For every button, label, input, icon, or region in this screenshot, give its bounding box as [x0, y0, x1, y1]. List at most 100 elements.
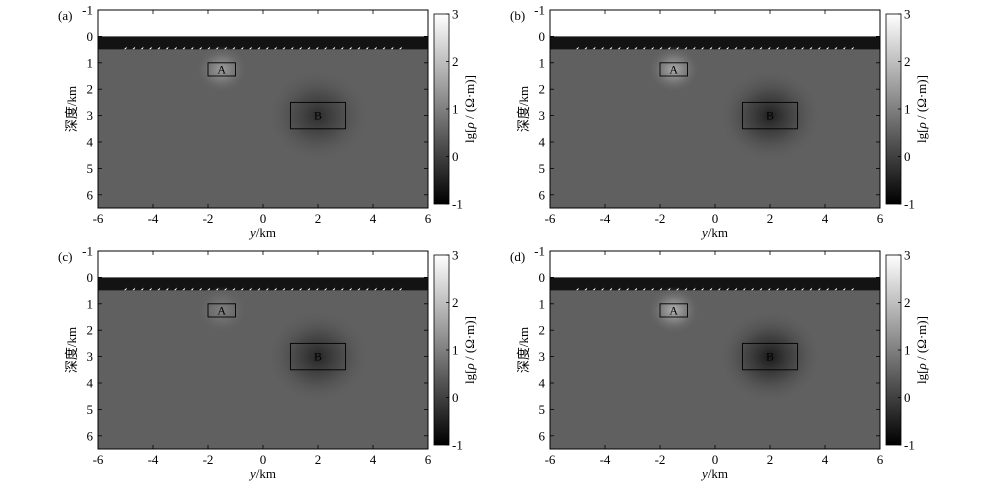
anomaly-A-box — [207, 303, 236, 318]
station-marker — [399, 46, 402, 50]
x-tick-label: 4 — [822, 452, 829, 467]
x-tick-label: 6 — [877, 452, 884, 467]
anomaly-B-box — [290, 342, 346, 371]
y-tick-label: 5 — [87, 161, 94, 176]
anomaly-B-response — [265, 68, 371, 164]
y-tick-label: 3 — [87, 349, 94, 364]
station-marker — [315, 287, 319, 291]
station-marker — [232, 46, 236, 50]
anomaly-A-label: A — [669, 303, 678, 317]
y-tick-label: 6 — [87, 187, 94, 202]
anomaly-A-response — [195, 286, 248, 335]
station-marker — [349, 287, 352, 291]
station-marker — [667, 46, 671, 50]
station-marker — [609, 46, 613, 50]
colorbar-tick-label: 2 — [904, 295, 911, 310]
station-marker — [215, 46, 219, 50]
anomaly-B-response — [717, 68, 823, 164]
x-tick-label: -2 — [203, 452, 214, 467]
y-axis-label: 深度/km — [516, 86, 531, 132]
y-tick-label: 3 — [87, 108, 94, 123]
y-tick-label: 2 — [87, 82, 94, 97]
x-tick-label: -2 — [655, 452, 666, 467]
station-marker — [684, 287, 688, 291]
station-marker — [157, 46, 161, 50]
station-marker — [182, 46, 186, 50]
x-axis-label: y/km — [248, 466, 276, 481]
y-tick-label: -1 — [82, 3, 93, 18]
colorbar-tick-label: -1 — [904, 438, 915, 453]
station-marker — [182, 287, 186, 291]
colorbar-tick-label: 0 — [452, 390, 459, 405]
station-marker — [701, 287, 704, 291]
station-marker — [809, 46, 813, 50]
station-marker — [265, 46, 269, 50]
station-marker — [817, 287, 821, 291]
x-tick-label: 0 — [712, 452, 719, 467]
x-tick-label: -6 — [93, 211, 104, 226]
station-marker — [315, 46, 319, 50]
station-marker — [751, 287, 754, 291]
station-marker — [399, 287, 402, 291]
anomaly-B-label: B — [766, 109, 774, 123]
y-tick-label: -1 — [534, 3, 545, 18]
station-marker — [199, 287, 202, 291]
colorbar-tick-label: 1 — [452, 343, 459, 358]
x-tick-label: -4 — [600, 211, 611, 226]
station-marker — [290, 46, 294, 50]
anomaly-B-label: B — [766, 350, 774, 364]
station-marker — [190, 287, 194, 291]
station-marker — [601, 287, 604, 291]
station-marker — [617, 287, 621, 291]
station-marker — [390, 46, 394, 50]
station-marker — [365, 46, 369, 50]
plot-area — [98, 10, 428, 208]
station-marker — [734, 287, 738, 291]
station-marker — [609, 287, 613, 291]
station-marker — [576, 287, 579, 291]
colorbar-label: lg[ρ / (Ω·m)] — [462, 75, 477, 143]
plot-area — [550, 251, 880, 449]
station-marker — [374, 46, 377, 50]
colorbar-tick-label: -1 — [452, 197, 463, 212]
x-tick-label: -4 — [148, 452, 159, 467]
station-marker — [576, 46, 579, 50]
station-marker — [324, 287, 327, 291]
panel-label: (d) — [510, 249, 525, 264]
y-tick-label: 4 — [87, 135, 94, 150]
station-marker — [274, 46, 277, 50]
x-axis-label: y/km — [248, 225, 276, 240]
station-marker — [592, 46, 596, 50]
anomaly-B-response — [265, 309, 371, 405]
station-marker — [357, 46, 361, 50]
station-marker — [626, 287, 629, 291]
y-tick-label: 1 — [87, 296, 94, 311]
anomaly-B-label: B — [314, 350, 322, 364]
x-tick-label: 0 — [260, 452, 267, 467]
y-tick-label: 5 — [87, 402, 94, 417]
chart-panel: A B -6 -4 -2 0 2 4 6 -1 0 1 2 3 4 5 6 y/km 深度/km (a) -1 0 1 2 3 l… — [58, 3, 477, 241]
station-marker — [340, 287, 344, 291]
station-marker — [734, 46, 738, 50]
station-marker — [676, 287, 679, 291]
station-marker — [332, 287, 336, 291]
station-marker — [742, 46, 746, 50]
station-marker — [382, 287, 386, 291]
station-marker — [801, 287, 804, 291]
station-marker — [374, 287, 377, 291]
station-marker — [257, 46, 261, 50]
colorbar-label: lg[ρ / (Ω·m)] — [914, 316, 929, 384]
station-marker — [132, 287, 136, 291]
station-marker — [165, 287, 169, 291]
y-tick-label: 0 — [539, 270, 546, 285]
anomaly-A-response — [647, 45, 700, 94]
plot-area — [550, 10, 880, 208]
y-tick-label: 5 — [539, 161, 546, 176]
y-tick-label: 1 — [539, 296, 546, 311]
station-marker — [817, 46, 821, 50]
station-marker — [332, 46, 336, 50]
station-marker — [365, 287, 369, 291]
colorbar-tick-label: 1 — [904, 343, 911, 358]
x-tick-label: -6 — [93, 452, 104, 467]
station-marker — [826, 46, 829, 50]
